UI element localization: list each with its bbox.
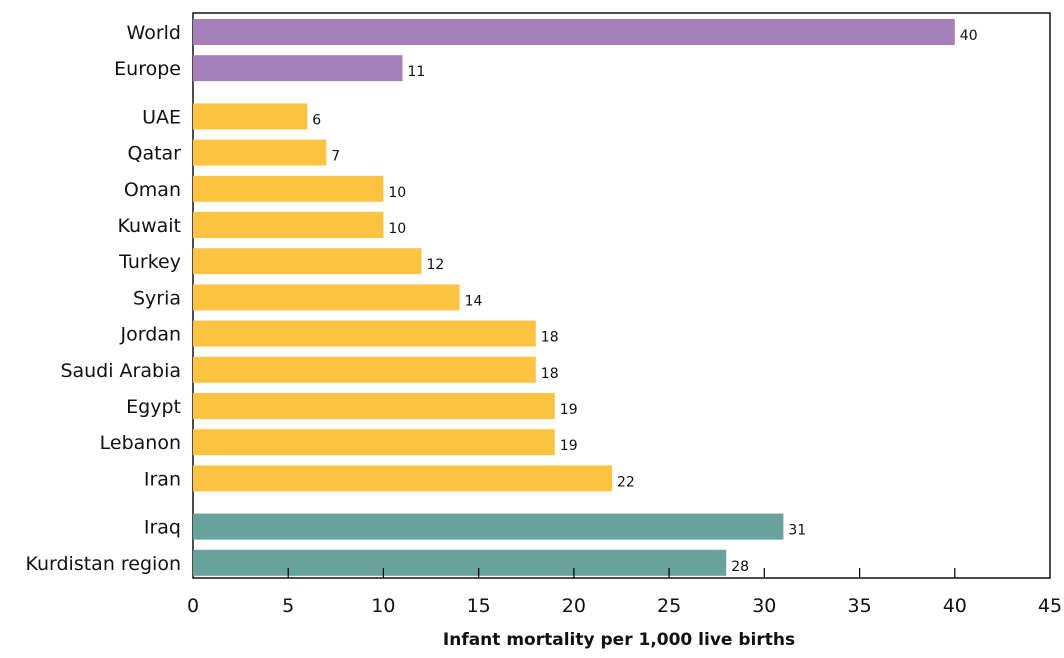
x-tick-label-25: 25	[657, 595, 681, 617]
value-label-world: 40	[960, 28, 978, 44]
x-axis-ticks: 0 5 10 15 20 25 30 35 40 45	[187, 568, 1062, 617]
category-label-jordan: Jordan	[120, 324, 181, 346]
value-label-saudi-arabia: 18	[541, 366, 559, 382]
value-label-turkey: 12	[427, 257, 445, 273]
bar-kurdistan-region	[193, 549, 727, 576]
value-label-qatar: 7	[331, 149, 340, 165]
x-tick-label-15: 15	[467, 595, 491, 617]
value-label-kurdistan-region: 28	[731, 559, 749, 575]
bar-syria	[193, 284, 460, 311]
bar-oman	[193, 175, 384, 202]
category-label-syria: Syria	[133, 287, 181, 309]
value-label-jordan: 18	[541, 330, 559, 346]
category-label-uae: UAE	[142, 106, 181, 128]
x-tick-label-5: 5	[282, 595, 294, 617]
bar-lebanon	[193, 429, 555, 456]
value-label-iran: 22	[617, 474, 635, 490]
value-label-oman: 10	[388, 185, 406, 201]
bar-kuwait	[193, 212, 384, 238]
value-label-iraq: 31	[788, 523, 806, 539]
x-tick-label-0: 0	[187, 595, 199, 617]
category-label-turkey: Turkey	[118, 251, 181, 273]
category-label-iran: Iran	[144, 468, 181, 490]
x-axis-title: Infant mortality per 1,000 live births	[443, 630, 795, 650]
category-label-iraq: Iraq	[144, 517, 181, 539]
bar-iraq	[193, 513, 784, 540]
bar-iran	[193, 465, 612, 492]
bar-jordan	[193, 320, 536, 347]
value-label-uae: 6	[312, 112, 321, 128]
value-label-europe: 11	[408, 64, 426, 80]
category-label-qatar: Qatar	[127, 143, 181, 165]
bar-qatar	[193, 139, 327, 166]
value-label-kuwait: 10	[388, 221, 406, 237]
bar-turkey	[193, 248, 422, 275]
value-label-egypt: 19	[560, 402, 578, 418]
category-label-saudi-arabia: Saudi Arabia	[60, 360, 181, 382]
x-tick-label-10: 10	[371, 595, 395, 617]
bar-egypt	[193, 393, 555, 419]
x-tick-label-40: 40	[943, 595, 967, 617]
category-label-lebanon: Lebanon	[100, 432, 181, 454]
bar-europe	[193, 55, 403, 82]
category-label-egypt: Egypt	[126, 396, 181, 418]
bar-world	[193, 19, 955, 45]
value-label-syria: 14	[465, 293, 483, 309]
x-tick-label-30: 30	[752, 595, 776, 617]
category-label-kuwait: Kuwait	[118, 215, 181, 237]
category-label-kurdistan-region: Kurdistan region	[25, 553, 181, 575]
value-label-lebanon: 19	[560, 438, 578, 454]
category-label-world: World	[127, 22, 181, 44]
category-label-europe: Europe	[114, 58, 181, 80]
x-tick-label-35: 35	[848, 595, 872, 617]
bar-saudi-arabia	[193, 356, 536, 383]
x-tick-label-20: 20	[562, 595, 586, 617]
category-label-oman: Oman	[124, 179, 181, 201]
bar-uae	[193, 103, 308, 130]
bars-group: World 40 Europe 11 UAE 6 Qatar 7 Oman 10 Kuwait 10 T…	[25, 19, 978, 576]
x-tick-label-45: 45	[1038, 595, 1062, 617]
